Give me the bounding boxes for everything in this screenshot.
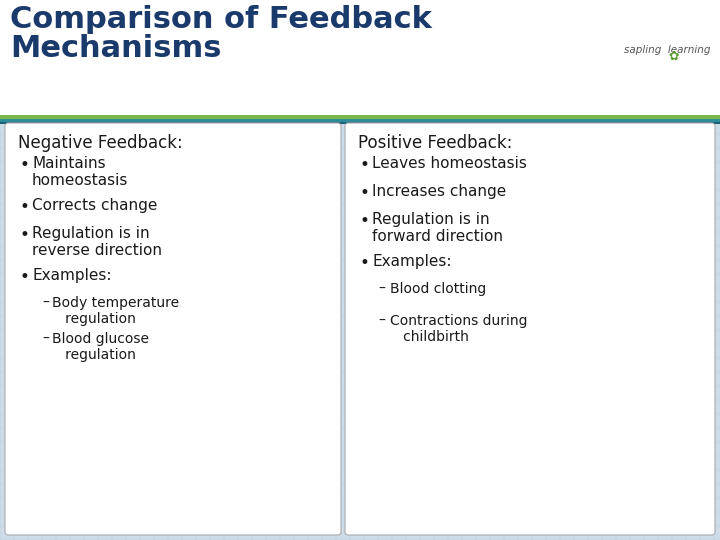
- Text: Contractions during
   childbirth: Contractions during childbirth: [390, 314, 528, 344]
- Text: Leaves homeostasis: Leaves homeostasis: [372, 156, 527, 171]
- Text: Mechanisms: Mechanisms: [10, 34, 222, 63]
- Text: Examples:: Examples:: [32, 268, 112, 283]
- Bar: [0, 119, 720, 122]
- FancyBboxPatch shape: [345, 123, 715, 535]
- FancyBboxPatch shape: [5, 123, 341, 535]
- Text: •: •: [360, 184, 370, 202]
- Bar: [0, 0, 720, 115]
- Text: •: •: [360, 156, 370, 174]
- Bar: [0, 122, 720, 124]
- Text: Increases change: Increases change: [372, 184, 506, 199]
- Text: •: •: [20, 198, 30, 216]
- Text: –: –: [42, 296, 49, 310]
- Text: Corrects change: Corrects change: [32, 198, 158, 213]
- Text: Blood glucose
   regulation: Blood glucose regulation: [52, 332, 149, 362]
- Text: •: •: [360, 212, 370, 230]
- Text: •: •: [20, 226, 30, 244]
- Text: Comparison of Feedback: Comparison of Feedback: [10, 5, 432, 34]
- Text: Negative Feedback:: Negative Feedback:: [18, 134, 183, 152]
- Text: –: –: [378, 282, 385, 296]
- Text: –: –: [378, 314, 385, 328]
- Text: •: •: [360, 254, 370, 272]
- Text: Regulation is in
reverse direction: Regulation is in reverse direction: [32, 226, 162, 259]
- Text: Positive Feedback:: Positive Feedback:: [358, 134, 513, 152]
- Text: ✿: ✿: [668, 50, 678, 63]
- Text: Regulation is in
forward direction: Regulation is in forward direction: [372, 212, 503, 245]
- Text: –: –: [42, 332, 49, 346]
- Text: •: •: [20, 156, 30, 174]
- Text: •: •: [20, 268, 30, 286]
- Text: Blood clotting: Blood clotting: [390, 282, 486, 296]
- Bar: [0, 115, 720, 119]
- Text: Examples:: Examples:: [372, 254, 451, 269]
- Text: Maintains
homeostasis: Maintains homeostasis: [32, 156, 128, 188]
- Text: Body temperature
   regulation: Body temperature regulation: [52, 296, 179, 326]
- Text: sapling  learning: sapling learning: [624, 45, 710, 55]
